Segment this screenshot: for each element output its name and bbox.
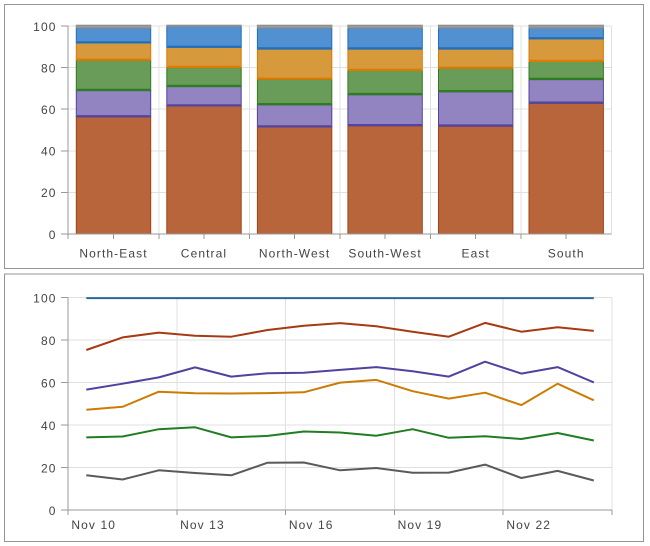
svg-text:East: East: [461, 247, 489, 261]
svg-text:Nov 19: Nov 19: [398, 518, 443, 532]
svg-text:20: 20: [41, 186, 57, 200]
svg-text:Nov 22: Nov 22: [506, 518, 551, 532]
svg-text:North-West: North-West: [259, 247, 330, 261]
svg-text:40: 40: [41, 419, 57, 433]
svg-text:Nov 10: Nov 10: [71, 518, 116, 532]
svg-text:South: South: [548, 247, 585, 261]
svg-text:100: 100: [33, 291, 56, 305]
svg-text:Central: Central: [181, 247, 227, 261]
svg-text:60: 60: [41, 103, 57, 117]
svg-text:100: 100: [33, 20, 56, 34]
svg-text:0: 0: [49, 504, 57, 518]
svg-text:Nov 16: Nov 16: [289, 518, 334, 532]
svg-text:80: 80: [41, 334, 57, 348]
svg-text:South-West: South-West: [348, 247, 421, 261]
svg-text:80: 80: [41, 61, 57, 75]
svg-text:North-East: North-East: [79, 247, 147, 261]
svg-text:Nov 13: Nov 13: [180, 518, 225, 532]
svg-text:0: 0: [49, 228, 57, 242]
svg-text:60: 60: [41, 376, 57, 390]
svg-text:40: 40: [41, 145, 57, 159]
svg-text:20: 20: [41, 461, 57, 475]
